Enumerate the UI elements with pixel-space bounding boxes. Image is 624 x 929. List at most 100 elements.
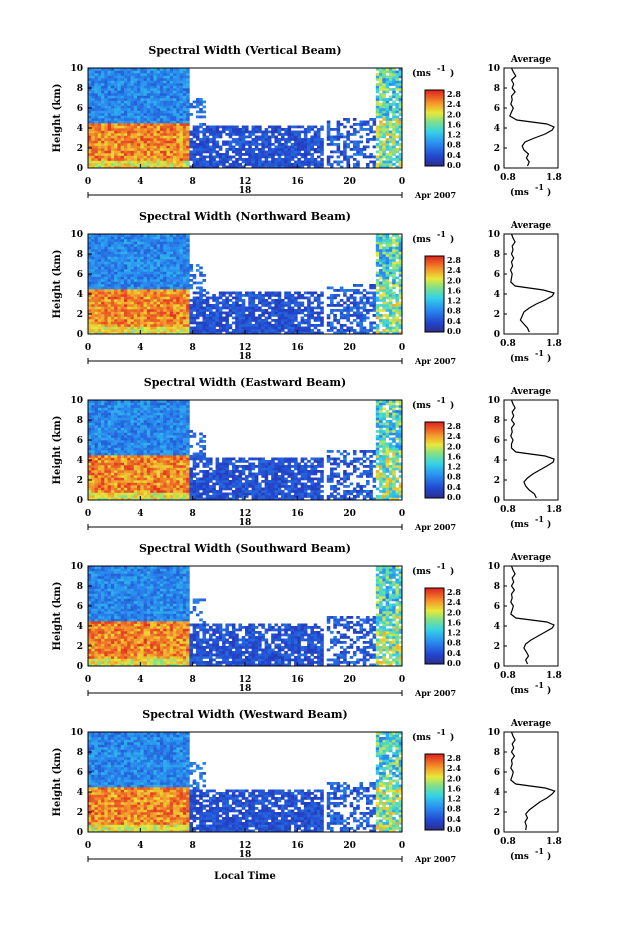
heatmap-cell xyxy=(343,158,347,161)
heatmap-cell xyxy=(238,148,243,151)
heatmap-cell xyxy=(379,284,383,287)
heatmap-cell xyxy=(101,442,105,446)
heatmap-cell xyxy=(97,88,102,91)
heatmap-cell xyxy=(290,158,295,161)
heatmap-cell xyxy=(362,289,367,292)
heatmap-cell xyxy=(146,68,151,71)
heatmap-cell xyxy=(176,319,180,322)
heatmap-cell xyxy=(205,291,210,295)
heatmap-cell xyxy=(166,130,171,134)
heatmap-cell xyxy=(120,80,125,84)
heatmap-cell xyxy=(382,299,386,302)
heatmap-cell xyxy=(150,105,154,109)
heatmap-cell xyxy=(97,246,102,250)
heatmap-cell xyxy=(150,299,154,302)
heatmap-cell xyxy=(287,304,292,307)
heatmap-cell xyxy=(163,98,167,101)
heatmap-cell xyxy=(245,324,249,327)
heatmap-cell xyxy=(222,163,226,166)
heatmap-cell xyxy=(91,314,95,317)
heatmap-cell xyxy=(88,125,92,129)
heatmap-cell xyxy=(280,304,285,307)
heatmap-cell xyxy=(101,130,105,134)
heatmap-cell xyxy=(333,304,337,307)
y-tick-label: 4 xyxy=(77,290,83,300)
heatmap-cell xyxy=(212,296,216,300)
heatmap-cell xyxy=(205,128,210,131)
heatmap-cell xyxy=(290,125,295,129)
heatmap-cell xyxy=(130,314,135,317)
heatmap-cell xyxy=(179,261,184,265)
heatmap-cell xyxy=(120,329,125,332)
heatmap-cell xyxy=(264,160,269,164)
heatmap-cell xyxy=(150,269,154,272)
heatmap-cell xyxy=(156,251,161,255)
heatmap-cell xyxy=(186,261,190,265)
heatmap-cell xyxy=(133,284,138,287)
heatmap-cell xyxy=(382,150,386,154)
heatmap-cell xyxy=(107,160,112,164)
heatmap-cell xyxy=(388,314,393,317)
heatmap-cell xyxy=(110,83,115,86)
heatmap-cell xyxy=(117,299,122,302)
heatmap-cell xyxy=(91,100,95,104)
heatmap-cell xyxy=(182,125,187,129)
heatmap-cell xyxy=(375,95,380,99)
heatmap-cell xyxy=(379,319,383,322)
heatmap-cell xyxy=(140,234,144,237)
heatmap-cell xyxy=(143,281,148,285)
heatmap-cell xyxy=(130,304,135,307)
heatmap-cell xyxy=(209,128,213,131)
heatmap-cell xyxy=(202,165,207,169)
heatmap-cell xyxy=(366,138,370,141)
heatmap-cell xyxy=(94,264,99,267)
heatmap-cell xyxy=(212,133,216,136)
heatmap-cell xyxy=(189,143,193,146)
heatmap-cell xyxy=(212,143,216,146)
heatmap-cell xyxy=(385,128,390,131)
heatmap-cell xyxy=(316,148,321,151)
heatmap-cell xyxy=(388,110,393,114)
heatmap-cell xyxy=(140,145,144,149)
heatmap-cell xyxy=(120,291,125,295)
heatmap-cell xyxy=(101,261,105,265)
heatmap-cell xyxy=(133,299,138,302)
heatmap-cell xyxy=(176,138,180,141)
colorbar-tick-label: 2.4 xyxy=(447,265,461,275)
heatmap-cell xyxy=(343,294,347,297)
heatmap-cell xyxy=(392,153,396,156)
heatmap-cell xyxy=(140,301,144,305)
heatmap-cell xyxy=(169,163,174,166)
heatmap-cell xyxy=(91,311,95,315)
heatmap-cell xyxy=(91,148,95,151)
heatmap-cell xyxy=(284,155,288,159)
heatmap-cell xyxy=(186,311,190,315)
heatmap-cell xyxy=(150,160,154,164)
heatmap-cell xyxy=(248,331,252,335)
heatmap-cell xyxy=(97,249,102,252)
heatmap-cell xyxy=(169,306,174,310)
heatmap-cell xyxy=(114,105,118,109)
heatmap-cell xyxy=(186,304,190,307)
heatmap-cell xyxy=(137,329,141,332)
heatmap-cell xyxy=(294,143,298,146)
heatmap-cell xyxy=(388,153,393,156)
heatmap-cell xyxy=(366,309,370,312)
heatmap-cell xyxy=(261,324,265,327)
heatmap-cell xyxy=(195,128,200,131)
heatmap-cell xyxy=(169,271,174,275)
heatmap-cell xyxy=(392,241,396,245)
heatmap-cell xyxy=(107,234,112,237)
heatmap-cell xyxy=(140,306,144,310)
heatmap-cell xyxy=(123,256,128,260)
heatmap-cell xyxy=(182,133,187,136)
heatmap-cell xyxy=(97,452,102,456)
heatmap-cell xyxy=(123,68,128,71)
heatmap-cell xyxy=(248,145,252,149)
heatmap-cell xyxy=(97,90,102,94)
heatmap-cell xyxy=(359,321,364,325)
heatmap-cell xyxy=(316,316,321,320)
heatmap-cell xyxy=(153,88,157,91)
heatmap-cell xyxy=(248,155,252,159)
heatmap-cell xyxy=(150,309,154,312)
